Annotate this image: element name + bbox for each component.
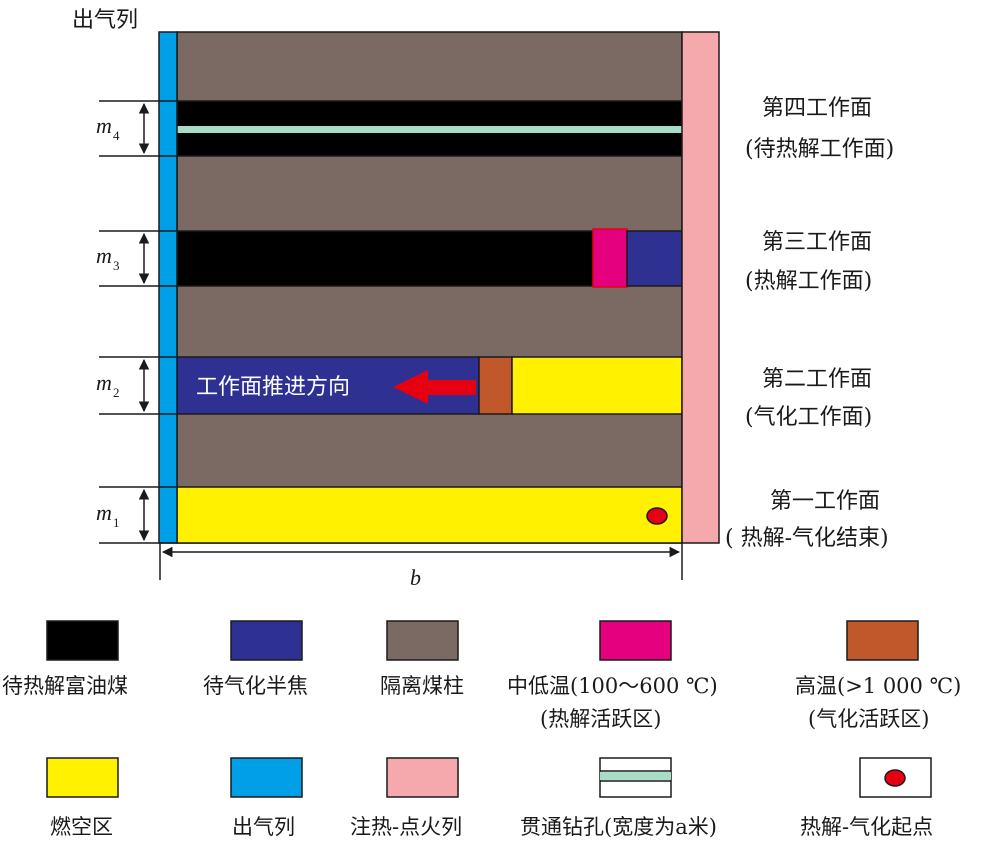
legend-item-high-temp: 高温(>1 000 ℃) (气化活跃区) <box>795 620 961 731</box>
burnt-zone-face2 <box>511 356 683 415</box>
thickness-label-m4: m 4 <box>96 113 120 143</box>
svg-text:注热-点火列: 注热-点火列 <box>350 815 462 839</box>
legend-item-ignition: 热解-气化起点 <box>800 757 933 839</box>
thickness-dimensions <box>99 100 177 544</box>
face-2-subtitle: (气化工作面) <box>745 405 872 430</box>
advance-direction-label: 工作面推进方向 <box>196 375 350 400</box>
svg-text:贯通钻孔(宽度为a米): 贯通钻孔(宽度为a米) <box>520 815 717 839</box>
face-4-title: 第四工作面 <box>762 96 872 121</box>
legend-item-mid-low-temp: 中低温(100～600 ℃) (热解活跃区) <box>507 620 718 731</box>
svg-text:1: 1 <box>113 515 120 530</box>
legend-item-rich-oil-coal: 待热解富油煤 <box>2 620 128 698</box>
svg-text:燃空区: 燃空区 <box>50 815 113 839</box>
injection-column <box>681 31 720 544</box>
svg-text:待热解富油煤: 待热解富油煤 <box>2 674 128 698</box>
legend-item-injection: 注热-点火列 <box>350 757 462 839</box>
svg-text:3: 3 <box>113 258 120 273</box>
face-1-subtitle: ( 热解-气化结束) <box>725 526 889 551</box>
legend-item-coal-pillar: 隔离煤柱 <box>380 620 464 698</box>
face-3-layer <box>176 228 683 288</box>
legend-item-borehole: 贯通钻孔(宽度为a米) <box>520 757 717 839</box>
face-4-layer <box>176 100 683 157</box>
svg-text:中低温(100～600 ℃): 中低温(100～600 ℃) <box>507 674 718 698</box>
thickness-label-m3: m 3 <box>96 243 120 273</box>
face-3-title: 第三工作面 <box>762 230 872 255</box>
face-3-subtitle: (热解工作面) <box>745 269 872 294</box>
width-dimension <box>159 543 683 580</box>
semi-coke-zone-face3 <box>626 230 683 287</box>
legend-item-burnt-zone: 燃空区 <box>46 757 119 839</box>
svg-text:热解-气化起点: 热解-气化起点 <box>800 815 933 839</box>
legend-item-semi-coke: 待气化半焦 <box>203 620 308 698</box>
svg-text:m: m <box>96 243 112 268</box>
svg-text:m: m <box>96 500 112 525</box>
face-2-title: 第二工作面 <box>762 367 872 392</box>
ignition-point <box>646 507 668 525</box>
svg-text:m: m <box>96 113 112 138</box>
thickness-label-m2: m 2 <box>96 370 120 400</box>
face-2-layer: 工作面推进方向 <box>176 356 683 415</box>
svg-text:待气化半焦: 待气化半焦 <box>203 674 308 698</box>
svg-text:2: 2 <box>113 385 120 400</box>
mid-low-temp-zone <box>592 228 628 288</box>
svg-text:隔离煤柱: 隔离煤柱 <box>380 674 464 698</box>
svg-text:(气化活跃区): (气化活跃区) <box>808 707 929 731</box>
high-temp-zone <box>478 356 513 415</box>
width-label: b <box>410 565 421 590</box>
svg-text:m: m <box>96 370 112 395</box>
borehole-strip <box>177 126 682 133</box>
svg-text:高温(>1 000 ℃): 高温(>1 000 ℃) <box>795 674 961 698</box>
top-outlet-label: 出气列 <box>72 8 138 33</box>
advance-direction-arrow <box>393 370 476 404</box>
svg-text:出气列: 出气列 <box>232 815 295 839</box>
thickness-label-m1: m 1 <box>96 500 120 530</box>
face-1-layer <box>176 486 683 544</box>
face-4-subtitle: (待热解工作面) <box>745 137 894 162</box>
svg-text:(热解活跃区): (热解活跃区) <box>540 707 661 731</box>
outlet-column <box>158 31 178 544</box>
svg-text:4: 4 <box>113 128 120 143</box>
face-1-title: 第一工作面 <box>770 489 880 514</box>
legend-item-outlet: 出气列 <box>230 757 303 839</box>
